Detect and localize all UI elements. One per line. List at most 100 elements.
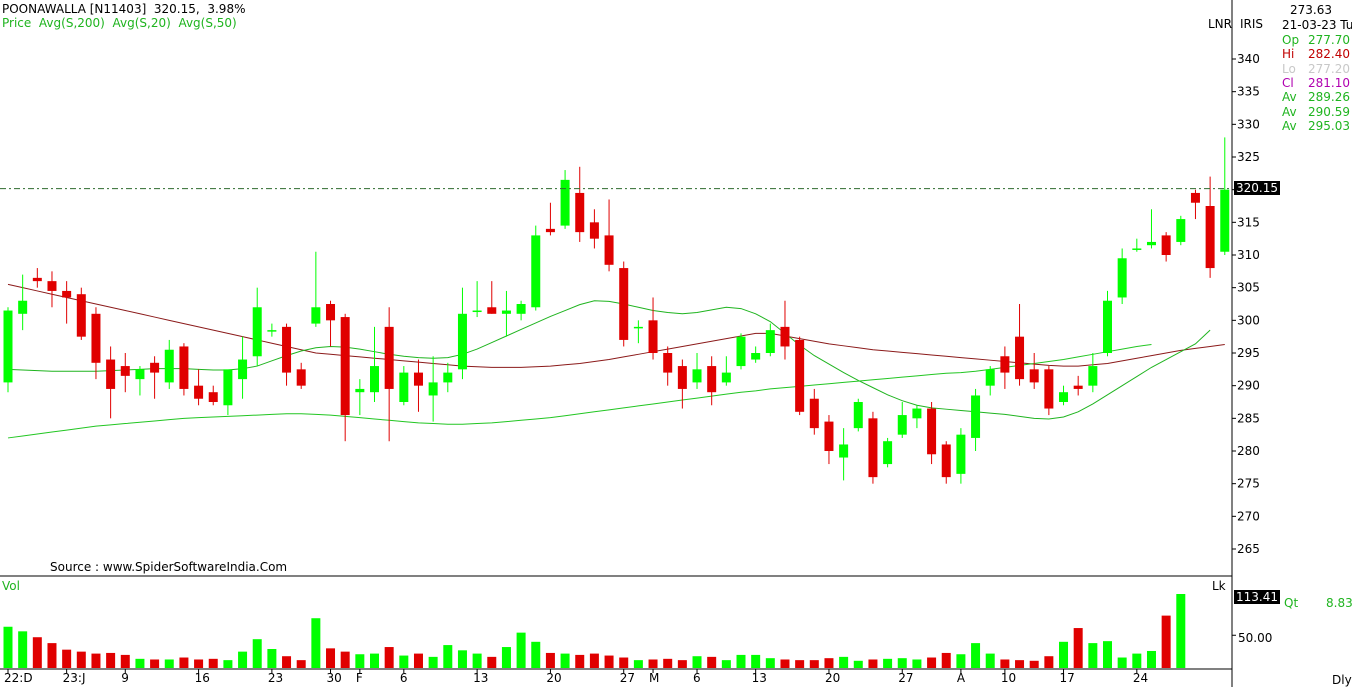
candle-down xyxy=(282,323,292,386)
candle-up xyxy=(223,369,233,416)
candle-up xyxy=(238,336,248,399)
volume-bar xyxy=(413,653,423,668)
y-tick-label: 325 xyxy=(1237,150,1260,164)
candle-body xyxy=(912,408,922,419)
volume-bars xyxy=(3,594,1236,668)
legend-ma50: Avg(S,50) xyxy=(178,16,237,30)
candle-body xyxy=(516,304,526,314)
candle-body xyxy=(311,307,321,324)
candle-body xyxy=(76,294,86,337)
volume-bar xyxy=(106,652,116,668)
candle-body xyxy=(1117,258,1127,298)
volume-bar xyxy=(839,656,849,668)
candle-body xyxy=(736,336,746,367)
candle-down xyxy=(1029,353,1039,389)
volume-bar xyxy=(91,653,101,668)
candle-body xyxy=(1161,235,1171,255)
date-axis: 22:D 23:J 9 16 23 30 F 6 13 20 27 M 6 13 20 27 A 10 17 24 xyxy=(4,669,1148,685)
candle-body xyxy=(501,310,511,314)
y-tick-label: 305 xyxy=(1237,281,1260,295)
candle-body xyxy=(106,359,116,389)
candle-body xyxy=(1088,366,1098,386)
volume-bar xyxy=(956,654,966,668)
volume-last-value: 113.41 xyxy=(1234,590,1280,604)
candle-up xyxy=(1132,238,1142,252)
candle-body xyxy=(883,441,893,465)
candle-body xyxy=(1059,392,1069,402)
x-tick-label: 13 xyxy=(473,671,488,685)
candle-body xyxy=(1220,189,1230,252)
volume-bar xyxy=(238,651,248,668)
volume-bar xyxy=(560,653,570,668)
volume-bar xyxy=(1103,641,1112,668)
candle-down xyxy=(1000,346,1010,389)
candle-body xyxy=(47,281,57,291)
candle-down xyxy=(76,287,86,340)
x-tick-label: 24 xyxy=(1133,671,1148,685)
volume-bar xyxy=(326,648,336,668)
legend-price: Price xyxy=(2,16,32,30)
candle-up xyxy=(164,339,174,389)
volume-bar xyxy=(1015,660,1025,668)
candle-body xyxy=(384,326,394,389)
volume-bar xyxy=(194,659,204,668)
info-date: 21-03-23 Tu xyxy=(1282,18,1352,32)
candle-up xyxy=(736,333,746,370)
candle-up xyxy=(135,366,145,396)
candle-up xyxy=(897,402,907,438)
volume-bar xyxy=(824,658,834,668)
volume-bar xyxy=(648,659,658,668)
ohlc-value: 281.10 xyxy=(1308,75,1350,90)
y-tick-label: 275 xyxy=(1237,477,1260,491)
candle-body xyxy=(164,349,174,383)
candle-body xyxy=(795,339,805,412)
y-tick-label: 285 xyxy=(1237,411,1260,425)
candle-up xyxy=(1220,137,1230,255)
candle-up xyxy=(853,398,863,432)
x-tick-label: 6 xyxy=(400,671,408,685)
ohlc-value: 277.70 xyxy=(1308,33,1350,47)
volume-bar xyxy=(150,659,160,668)
lnr-label: LNR xyxy=(1208,17,1232,31)
candle-up xyxy=(633,320,643,344)
candle-body xyxy=(721,372,731,383)
chart-header: POONAWALLA [N11403] 320.15, 3.98% xyxy=(2,2,245,16)
candle-up xyxy=(560,170,570,229)
volume-bar xyxy=(443,645,453,668)
moving-averages xyxy=(7,283,1225,439)
qt-value: 8.83 xyxy=(1326,596,1352,610)
candle-body xyxy=(223,369,233,406)
y-tick-label: 270 xyxy=(1237,509,1260,523)
ohlc-label: Cl xyxy=(1282,75,1294,90)
y-tick-label: 290 xyxy=(1237,379,1260,393)
iris-label: IRIS xyxy=(1240,17,1264,31)
candle-body xyxy=(208,392,218,402)
current-price: 320.15, xyxy=(153,2,200,16)
candle-body xyxy=(1146,241,1156,246)
candle-down xyxy=(340,313,350,442)
volume-bar xyxy=(897,658,907,668)
volume-bar xyxy=(795,660,805,668)
indicator-legend: Price Avg(S,200) Avg(S,20) Avg(S,50) xyxy=(2,16,237,30)
x-tick-label: 27 xyxy=(898,671,913,685)
candle-body xyxy=(589,222,599,239)
volume-bar xyxy=(501,647,511,668)
candle-body xyxy=(868,418,878,478)
x-tick-label: 10 xyxy=(1001,671,1016,685)
candle-up xyxy=(428,356,438,422)
candle-down xyxy=(208,385,218,406)
candle-up xyxy=(472,281,482,318)
volume-bar xyxy=(1088,643,1098,668)
volume-bar xyxy=(76,651,86,668)
candle-down xyxy=(1015,304,1025,386)
info-top-value: 273.63 xyxy=(1290,3,1332,17)
candle-down xyxy=(619,261,629,347)
volume-bar xyxy=(736,654,746,668)
candle-body xyxy=(282,326,292,373)
y-tick-label: 265 xyxy=(1237,542,1260,556)
ohlc-value: 282.40 xyxy=(1308,47,1350,62)
candle-body xyxy=(809,398,819,429)
candle-down xyxy=(809,388,819,435)
x-tick-label: 9 xyxy=(121,671,129,685)
